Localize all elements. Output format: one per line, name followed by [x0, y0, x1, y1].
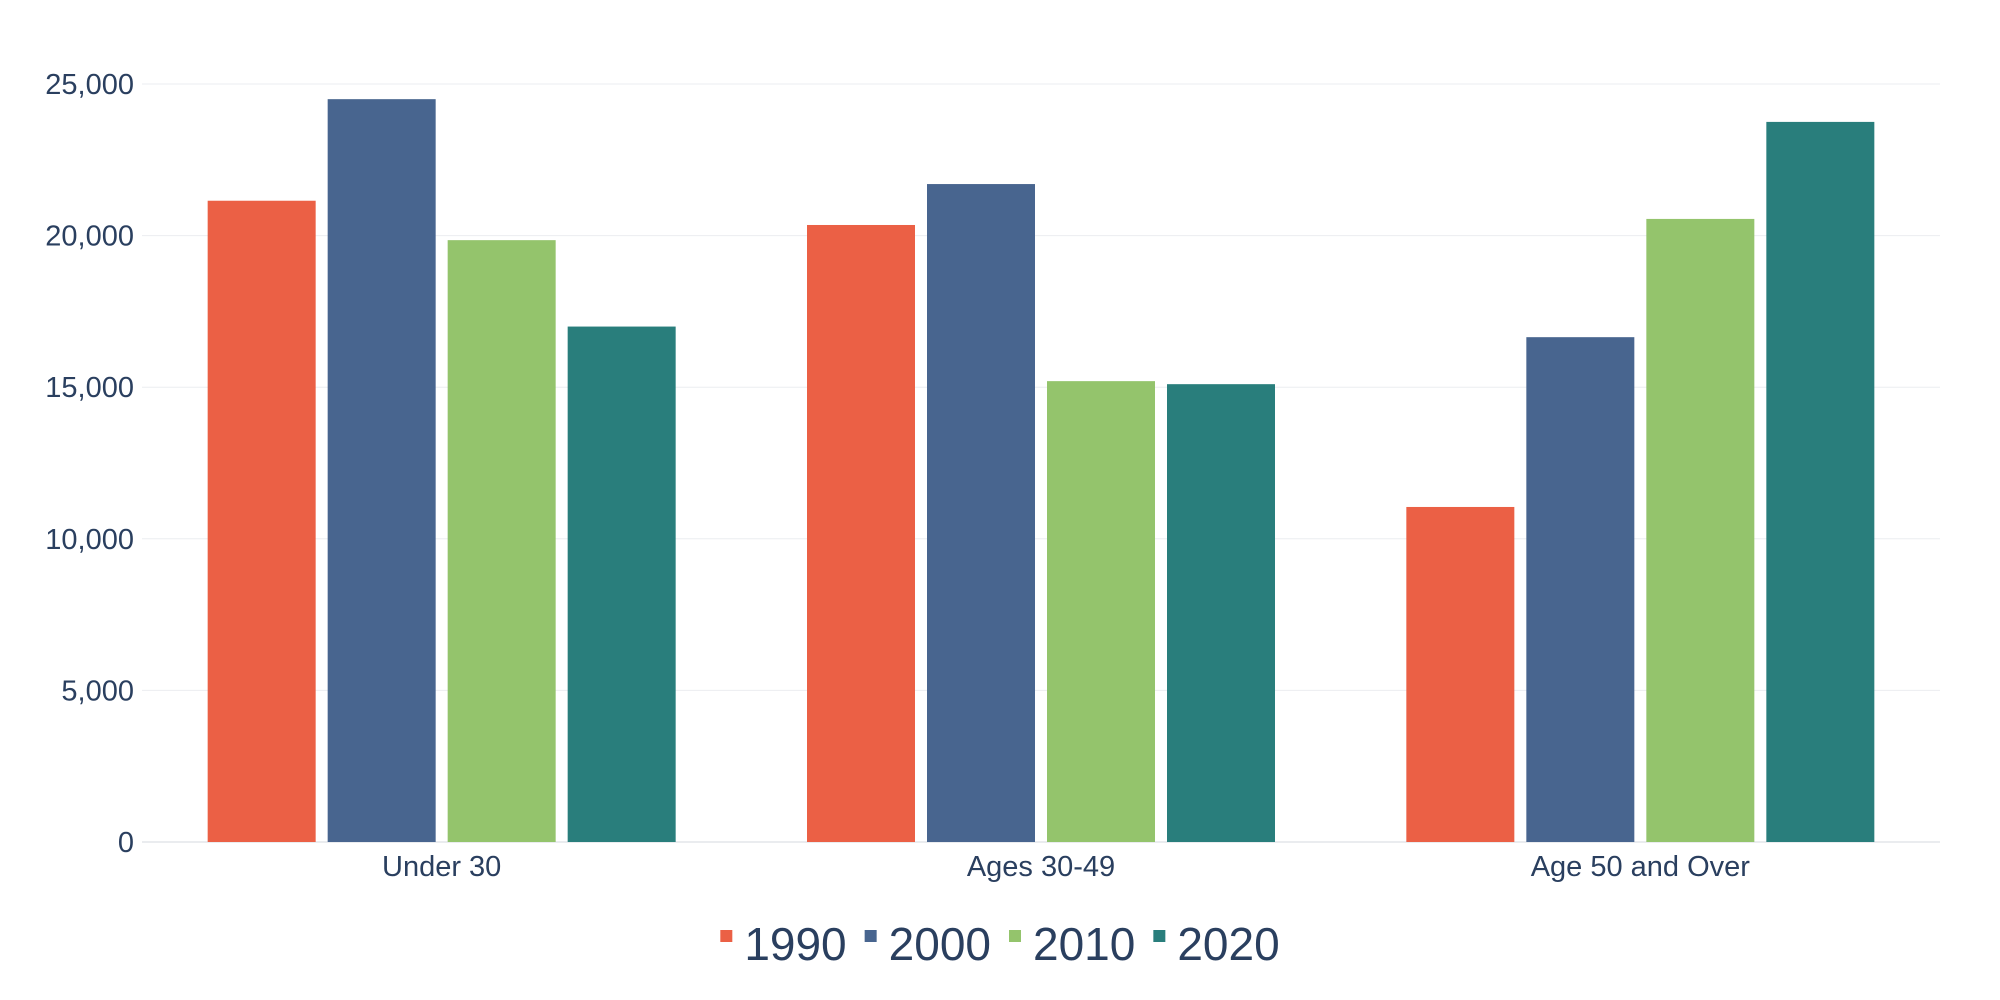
legend-label: 2010 [1033, 918, 1135, 970]
y-tick-label: 10,000 [45, 524, 134, 556]
bars [207, 99, 1875, 842]
bar-2020-ages-30-49[interactable] [1167, 384, 1275, 842]
y-gridlines [142, 83, 1940, 843]
bar-1990-ages-30-49[interactable] [807, 224, 915, 842]
legend-label: 2020 [1177, 918, 1279, 970]
bar-1990-under-30[interactable] [207, 200, 316, 842]
bar-2000-under-30[interactable] [327, 99, 436, 842]
bar-1990-age-50-and-over[interactable] [1406, 506, 1515, 842]
legend-swatch [864, 930, 877, 942]
legend-item-2020[interactable]: 2020 [1153, 918, 1280, 970]
bar-2020-age-50-and-over[interactable] [1766, 121, 1875, 842]
x-category-label: Age 50 and Over [1531, 851, 1751, 883]
y-tick-label: 5,000 [61, 675, 134, 707]
y-tick-label: 15,000 [45, 372, 134, 404]
y-axis-tick-labels: 0 5,000 10,000 15,000 20,000 25,000 [45, 69, 134, 859]
bar-2010-ages-30-49[interactable] [1047, 381, 1155, 842]
bar-2000-ages-30-49[interactable] [927, 184, 1035, 842]
y-tick-label: 20,000 [45, 221, 134, 253]
legend-swatch [720, 930, 733, 942]
legend-swatch [1009, 930, 1021, 942]
bar-2010-age-50-and-over[interactable] [1646, 218, 1755, 842]
bar-2020-under-30[interactable] [567, 326, 676, 842]
x-axis-category-labels: Under 30 Ages 30-49 Age 50 and Over [382, 851, 1750, 883]
legend-label: 2000 [889, 918, 991, 970]
x-category-label: Under 30 [382, 851, 501, 883]
legend-item-2000[interactable]: 2000 [864, 918, 991, 970]
legend[interactable]: 1990 2000 2010 2020 [720, 918, 1280, 970]
bar-2000-age-50-and-over[interactable] [1526, 337, 1635, 842]
legend-item-1990[interactable]: 1990 [720, 918, 847, 970]
legend-swatch [1153, 930, 1166, 942]
y-tick-label: 25,000 [45, 69, 134, 101]
bar-2010-under-30[interactable] [447, 240, 556, 842]
y-tick-label: 0 [118, 827, 134, 859]
legend-item-2010[interactable]: 2010 [1009, 918, 1135, 970]
x-category-label: Ages 30-49 [967, 851, 1115, 883]
legend-label: 1990 [744, 918, 846, 970]
